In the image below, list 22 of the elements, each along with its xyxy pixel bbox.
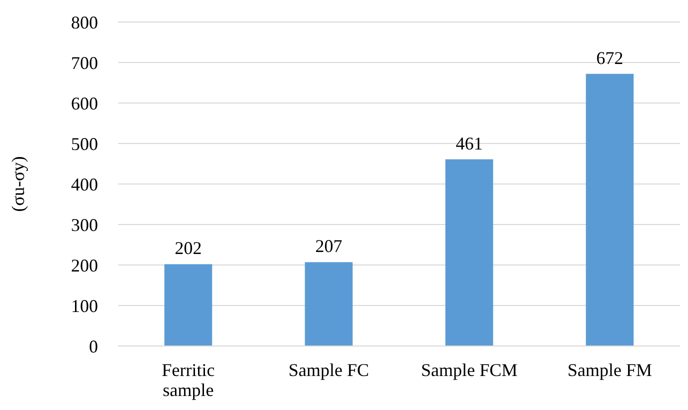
bar — [586, 74, 634, 346]
data-label: 202 — [174, 238, 202, 258]
bar — [445, 159, 494, 346]
y-axis-title: (σu-σy) — [8, 156, 28, 212]
y-tick-label: 500 — [71, 134, 98, 154]
y-tick-label: 100 — [71, 296, 98, 316]
y-tick-label: 700 — [71, 52, 98, 73]
bar — [164, 264, 212, 346]
x-tick-label: Ferritic sample — [162, 360, 215, 400]
data-label: 207 — [315, 236, 342, 256]
y-tick-label: 400 — [71, 174, 98, 194]
bar — [304, 262, 353, 346]
x-tick-label: Sample FM — [567, 360, 652, 380]
y-tick-label: 800 — [71, 12, 98, 32]
y-tick-label: 300 — [71, 214, 98, 235]
y-tick-label: 0 — [89, 336, 98, 356]
y-tick-label: 200 — [71, 255, 98, 276]
data-label: 461 — [456, 133, 483, 154]
y-tick-label: 600 — [71, 93, 98, 114]
x-tick-label: Sample FCM — [420, 360, 518, 380]
data-label: 672 — [596, 48, 624, 68]
x-tick-label: Sample FC — [288, 360, 370, 380]
